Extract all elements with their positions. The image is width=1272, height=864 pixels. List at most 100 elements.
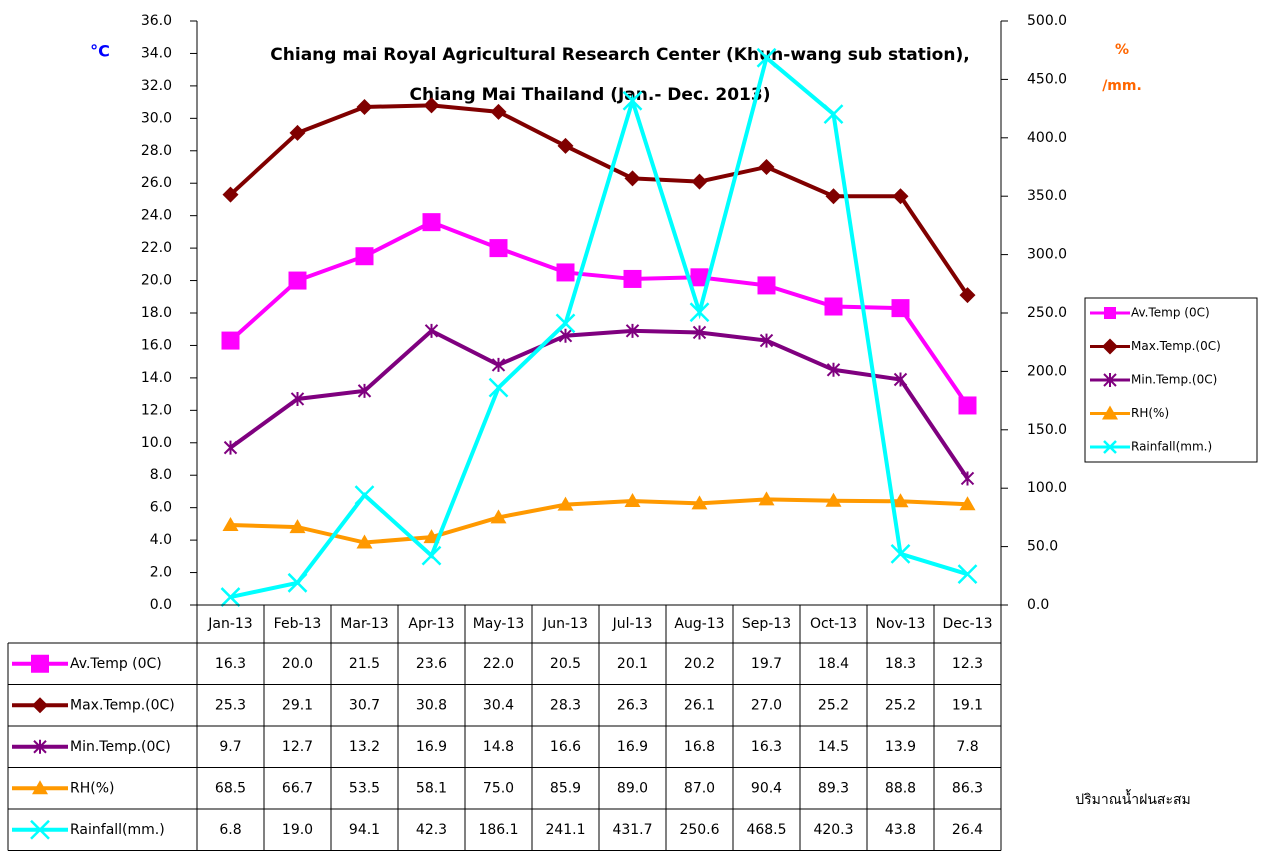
y-tick-label: 30.0: [141, 110, 172, 126]
x-tick-label: Dec-13: [943, 616, 993, 632]
table-value: 19.7: [751, 656, 782, 672]
marker: [758, 159, 775, 175]
y2-tick-label: 50.0: [1027, 539, 1058, 555]
marker: [690, 268, 709, 287]
y2-tick-label: 350.0: [1027, 188, 1067, 204]
marker: [623, 269, 642, 288]
marker: [489, 239, 508, 258]
marker: [288, 271, 307, 290]
marker: [290, 391, 305, 406]
marker: [556, 263, 575, 282]
legend-label: Av.Temp (0C): [70, 656, 162, 672]
marker: [891, 299, 910, 318]
marker: [354, 485, 375, 505]
chart-title: Chiang Mai Thailand (Jan.- Dec. 2013): [410, 85, 771, 105]
table-value: 18.3: [885, 656, 916, 672]
marker: [287, 572, 308, 593]
legend-label: RH(%): [1131, 406, 1169, 420]
marker: [221, 331, 240, 350]
marker: [625, 323, 640, 338]
y-tick-label: 22.0: [141, 240, 172, 256]
marker: [33, 739, 47, 754]
table-value: 241.1: [545, 822, 585, 838]
table-value: 9.7: [219, 739, 241, 755]
marker: [289, 519, 306, 534]
marker: [355, 247, 374, 266]
chart-title: Chiang mai Royal Agricultural Research C…: [270, 45, 969, 65]
table-value: 68.5: [215, 780, 246, 796]
marker: [624, 170, 641, 187]
table-value: 19.1: [952, 697, 983, 713]
table-value: 16.8: [684, 739, 715, 755]
table-value: 20.2: [684, 656, 715, 672]
legend-box: [1084, 297, 1258, 463]
y-tick-label: 24.0: [141, 208, 172, 224]
table-value: 19.0: [282, 822, 313, 838]
table-value: 42.3: [416, 822, 447, 838]
marker: [422, 213, 441, 232]
table-value: 16.9: [617, 739, 648, 755]
marker: [959, 287, 976, 304]
table-value: 53.5: [349, 780, 380, 796]
marker: [757, 276, 776, 295]
marker: [30, 819, 50, 840]
table-value: 420.3: [813, 822, 853, 838]
marker: [1104, 307, 1116, 319]
marker: [689, 302, 710, 323]
y-axis-label: °C: [90, 42, 110, 61]
table-value: 26.1: [684, 697, 715, 713]
series-line: [229, 219, 970, 407]
y-tick-label: 28.0: [141, 143, 172, 159]
legend-label: Rainfall(mm.): [70, 822, 165, 838]
marker: [959, 496, 976, 511]
table-value: 20.5: [550, 656, 581, 672]
marker: [490, 103, 507, 120]
table-value: 20.1: [617, 656, 648, 672]
table-value: 87.0: [684, 780, 715, 796]
y2-axis-label: /mm.: [1102, 78, 1142, 94]
legend-label: Min.Temp.(0C): [70, 739, 171, 755]
marker: [893, 372, 908, 387]
y2-axis-label: %: [1115, 42, 1129, 58]
marker: [223, 440, 238, 455]
table-value: 14.8: [483, 739, 514, 755]
table-value: 16.6: [550, 739, 581, 755]
marker: [421, 545, 442, 566]
x-tick-label: Mar-13: [340, 616, 388, 632]
table-value: 186.1: [478, 822, 518, 838]
marker: [423, 529, 440, 544]
table-value: 13.2: [349, 739, 380, 755]
y-tick-label: 8.0: [150, 467, 172, 483]
x-tick-label: Oct-13: [810, 616, 857, 632]
table-value: 58.1: [416, 780, 447, 796]
table-value: 16.9: [416, 739, 447, 755]
marker: [491, 357, 506, 372]
marker: [490, 509, 507, 524]
table-value: 22.0: [483, 656, 514, 672]
table-value: 30.4: [483, 697, 514, 713]
table-value: 7.8: [956, 739, 978, 755]
table-value: 25.3: [215, 697, 246, 713]
marker: [558, 328, 573, 343]
marker: [31, 654, 49, 673]
table-value: 431.7: [612, 822, 652, 838]
y2-tick-label: 250.0: [1027, 305, 1067, 321]
y-tick-label: 20.0: [141, 273, 172, 289]
marker: [222, 186, 239, 203]
y-tick-label: 14.0: [141, 370, 172, 386]
y-tick-label: 12.0: [141, 402, 172, 418]
marker: [692, 325, 707, 340]
table-value: 43.8: [885, 822, 916, 838]
annotation: ปริมาณน้ำฝนสะสม: [1075, 789, 1191, 808]
marker: [1103, 373, 1117, 387]
y2-tick-label: 200.0: [1027, 363, 1067, 379]
y-tick-label: 2.0: [150, 565, 172, 581]
y-tick-label: 4.0: [150, 532, 172, 548]
table-value: 26.3: [617, 697, 648, 713]
table-value: 26.4: [952, 822, 983, 838]
table-value: 88.8: [885, 780, 916, 796]
marker: [957, 564, 978, 585]
marker: [222, 516, 239, 531]
marker: [488, 377, 509, 398]
series-line: [230, 497, 968, 545]
